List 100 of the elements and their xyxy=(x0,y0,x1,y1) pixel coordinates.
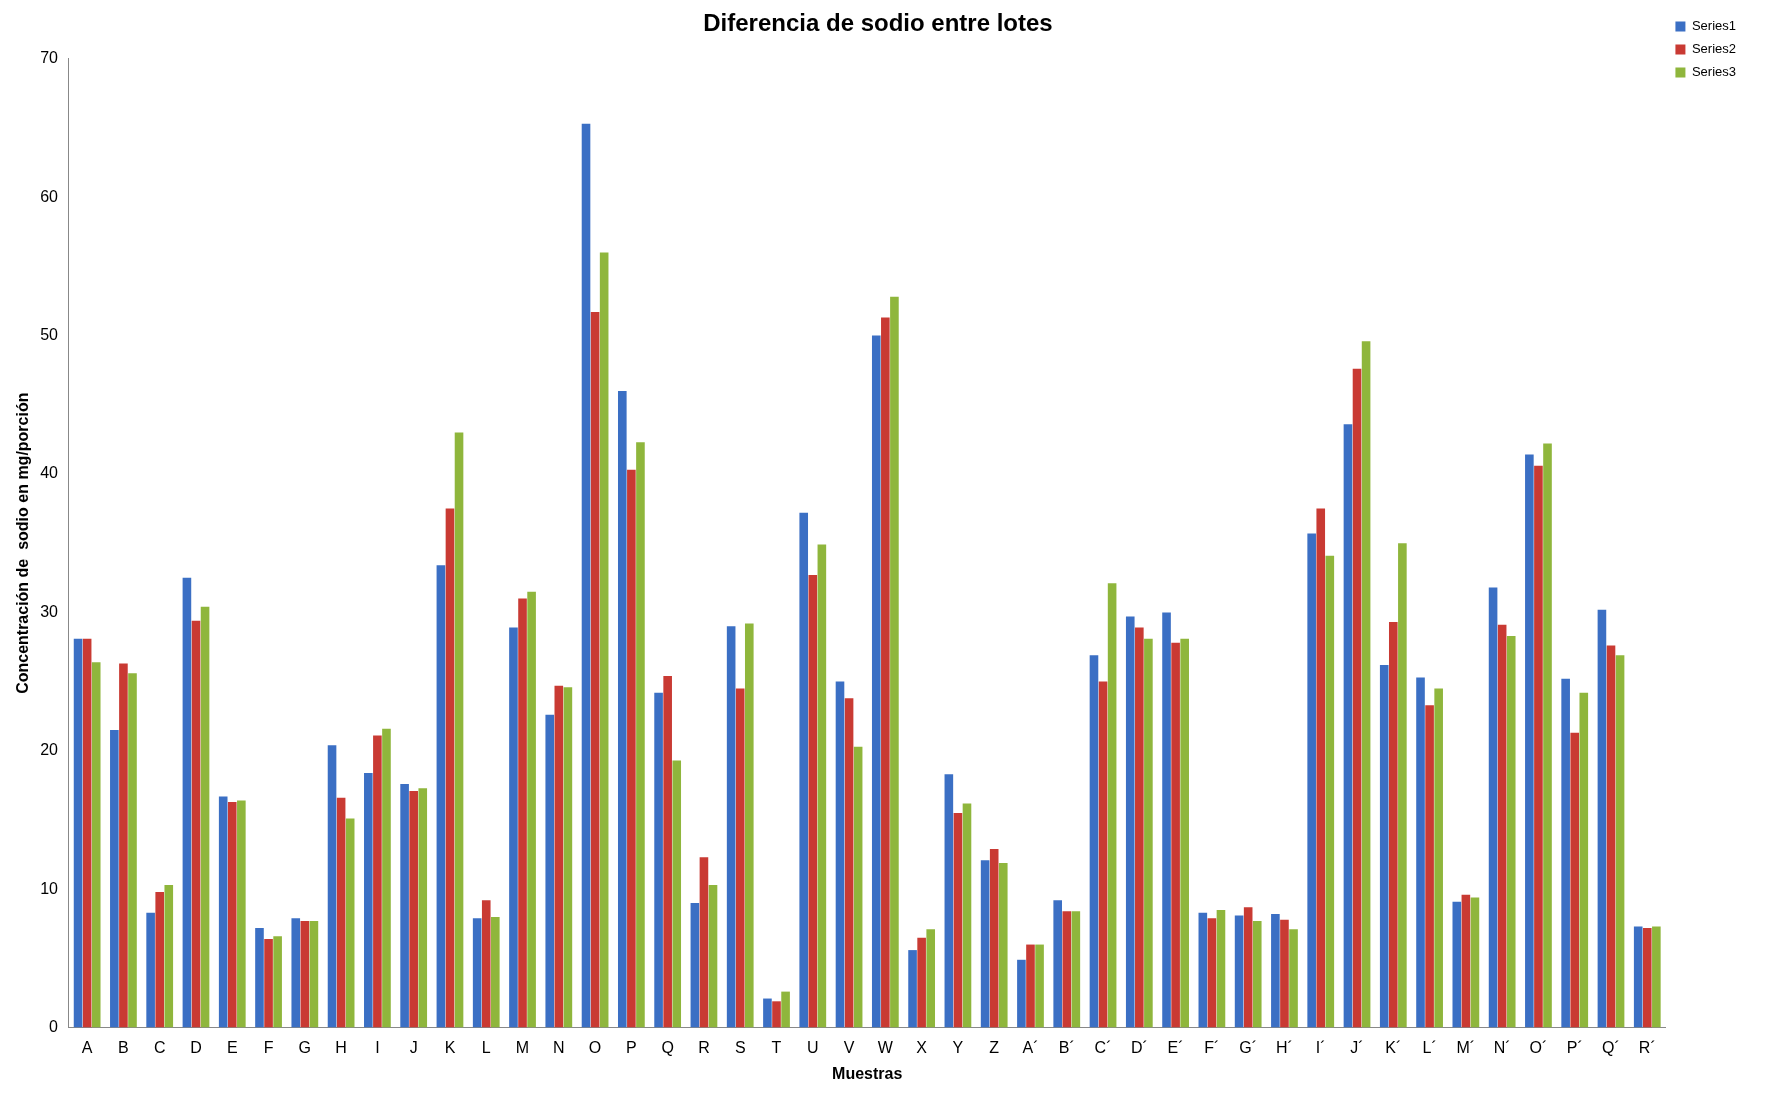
x-tick-label: O xyxy=(588,1038,602,1056)
bar xyxy=(336,797,346,1028)
bar xyxy=(1252,921,1262,1028)
bar xyxy=(1642,927,1652,1028)
bar xyxy=(735,688,745,1028)
x-tick-label: Z xyxy=(989,1038,1000,1056)
bar xyxy=(1343,424,1353,1028)
bar xyxy=(1071,911,1081,1028)
bar xyxy=(418,788,428,1028)
bar xyxy=(1017,959,1026,1028)
bar xyxy=(781,991,790,1028)
bar xyxy=(327,745,337,1028)
x-tick-label: I xyxy=(375,1038,380,1056)
bar xyxy=(1534,465,1543,1028)
bar xyxy=(989,849,999,1028)
bar xyxy=(581,123,591,1028)
bar xyxy=(926,929,936,1028)
bar xyxy=(91,662,101,1028)
bar xyxy=(1461,894,1471,1028)
bar xyxy=(1280,919,1289,1028)
y-tick-label: 30 xyxy=(40,602,59,620)
bar xyxy=(545,714,555,1028)
bar xyxy=(1243,907,1253,1028)
bar xyxy=(481,900,491,1028)
bar xyxy=(1543,443,1552,1028)
bar xyxy=(881,317,890,1028)
bar xyxy=(345,818,355,1028)
bar xyxy=(1325,555,1335,1028)
x-tick-label: B´ xyxy=(1058,1038,1075,1056)
bar xyxy=(1316,508,1326,1028)
x-tick-label: Q xyxy=(661,1038,674,1056)
bar xyxy=(799,512,809,1028)
y-tick-label: 0 xyxy=(49,1018,59,1036)
x-tick-label: W xyxy=(877,1038,894,1056)
bar xyxy=(1416,677,1425,1028)
bar xyxy=(1125,616,1135,1028)
x-tick-label: P´ xyxy=(1566,1038,1583,1056)
legend-label: Series3 xyxy=(1691,64,1736,80)
bar xyxy=(1198,912,1208,1028)
bar xyxy=(1271,914,1280,1028)
bar xyxy=(1207,918,1217,1028)
bar xyxy=(1234,915,1244,1028)
bar xyxy=(953,813,963,1028)
bar xyxy=(1144,638,1153,1028)
bar xyxy=(1497,624,1507,1028)
bar xyxy=(146,912,155,1028)
bar xyxy=(400,784,409,1028)
y-tick-label: 50 xyxy=(40,326,59,344)
bar xyxy=(554,685,564,1028)
x-tick-label: E xyxy=(226,1038,238,1056)
bar xyxy=(472,918,482,1028)
x-tick-label: M xyxy=(515,1038,530,1056)
bar xyxy=(726,626,736,1028)
x-tick-label: H´ xyxy=(1276,1038,1293,1056)
bar xyxy=(1089,655,1099,1028)
y-tick-label: 60 xyxy=(40,187,59,205)
bar xyxy=(309,921,319,1028)
bar xyxy=(808,575,818,1028)
bar xyxy=(699,857,709,1028)
bar xyxy=(1434,688,1443,1028)
bar xyxy=(1488,587,1498,1028)
x-tick-label: G´ xyxy=(1239,1038,1258,1056)
bar xyxy=(155,891,165,1028)
x-tick-label: C´ xyxy=(1094,1038,1112,1056)
bar xyxy=(1570,732,1580,1028)
bar xyxy=(917,937,926,1028)
bar xyxy=(1615,655,1625,1028)
bar xyxy=(627,469,636,1028)
bar xyxy=(1361,341,1371,1028)
bar xyxy=(636,442,645,1028)
bar xyxy=(527,591,536,1028)
bar xyxy=(182,577,192,1028)
bar xyxy=(672,760,682,1028)
x-tick-label: S xyxy=(734,1038,746,1056)
bar xyxy=(708,885,718,1028)
bar xyxy=(772,1001,781,1028)
bar xyxy=(1425,705,1434,1028)
x-tick-label: R´ xyxy=(1638,1038,1656,1056)
x-tick-label: E´ xyxy=(1167,1038,1184,1056)
bar xyxy=(364,772,373,1028)
x-tick-label: O´ xyxy=(1529,1038,1548,1056)
bar xyxy=(853,746,863,1028)
bar xyxy=(1597,609,1607,1028)
bar xyxy=(409,790,418,1028)
x-tick-label: L´ xyxy=(1422,1038,1437,1056)
x-tick-label: M´ xyxy=(1456,1038,1476,1056)
x-tick-label: U xyxy=(807,1038,819,1056)
bar xyxy=(518,598,527,1028)
bar xyxy=(1216,909,1226,1028)
bar xyxy=(890,296,899,1028)
x-tick-label: C xyxy=(153,1038,166,1056)
chart-title: Diferencia de sodio entre lotes xyxy=(703,9,1053,37)
bar xyxy=(291,918,301,1028)
bar xyxy=(110,730,119,1028)
bar xyxy=(1606,645,1616,1028)
bar xyxy=(300,921,310,1028)
bar xyxy=(1506,635,1516,1028)
bar xyxy=(998,862,1008,1028)
bar xyxy=(690,903,700,1028)
x-tick-label: L xyxy=(481,1038,491,1056)
